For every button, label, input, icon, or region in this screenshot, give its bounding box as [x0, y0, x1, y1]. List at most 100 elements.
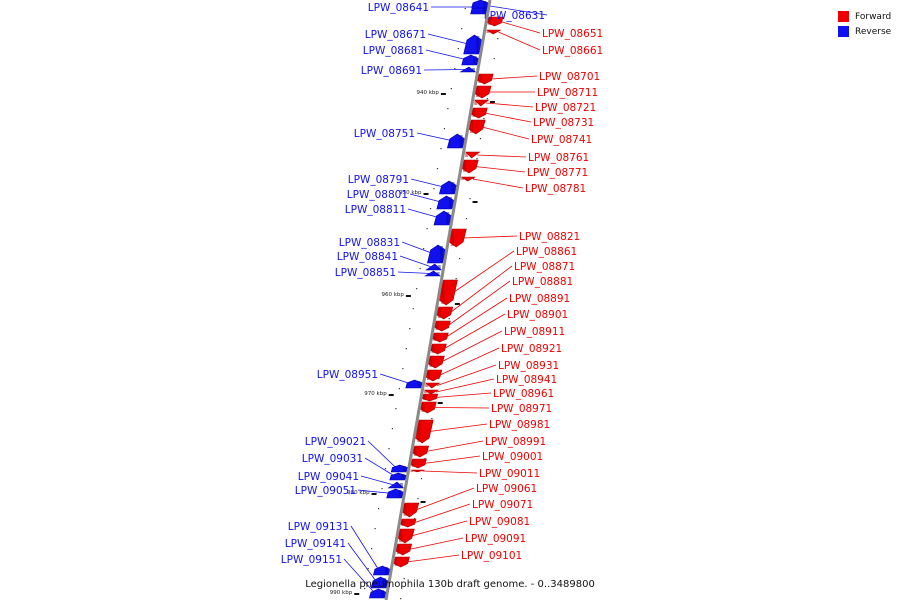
gene-feature[interactable] — [400, 518, 417, 528]
gene-label[interactable]: LPW_08851 — [335, 267, 396, 279]
gene-label[interactable]: LPW_08991 — [485, 436, 546, 448]
gene-label[interactable]: LPW_08821 — [519, 231, 580, 243]
gene-feature[interactable] — [410, 458, 427, 469]
gene-label[interactable]: LPW_08661 — [542, 45, 603, 57]
gene-feature[interactable] — [370, 576, 389, 589]
gene-label[interactable]: LPW_08711 — [537, 87, 598, 99]
gene-label[interactable]: LPW_08701 — [539, 71, 600, 83]
gene-label[interactable]: LPW_08921 — [501, 343, 562, 355]
gene-label[interactable]: LPW_08831 — [339, 237, 400, 249]
gene-feature[interactable] — [422, 393, 439, 402]
forward-gene-arrow[interactable] — [464, 151, 481, 159]
gene-label[interactable]: LPW_08741 — [531, 134, 592, 146]
gene-label[interactable]: LPW_09101 — [461, 550, 522, 562]
gene-label[interactable]: LPW_08801 — [347, 189, 408, 201]
gene-label[interactable]: LPW_08811 — [345, 204, 406, 216]
gene-feature[interactable] — [461, 54, 479, 66]
gene-label[interactable]: LPW_08901 — [507, 309, 568, 321]
reverse-gene-arrow[interactable] — [446, 133, 466, 149]
gene-feature[interactable] — [372, 565, 391, 576]
gene-label[interactable]: LPW_09011 — [479, 468, 540, 480]
gene-label[interactable]: LPW_08931 — [498, 360, 559, 372]
forward-gene-arrow[interactable] — [410, 458, 427, 469]
forward-gene-arrow[interactable] — [410, 469, 425, 473]
gene-feature[interactable] — [423, 389, 439, 395]
gene-label[interactable]: LPW_08971 — [491, 403, 552, 415]
forward-gene-arrow[interactable] — [485, 29, 501, 35]
reverse-gene-arrow[interactable] — [405, 379, 423, 389]
gene-label[interactable]: LPW_08751 — [354, 128, 415, 140]
gene-label[interactable]: LPW_08671 — [365, 29, 426, 41]
gene-label[interactable]: LPW_09071 — [472, 499, 533, 511]
forward-gene-arrow[interactable] — [432, 332, 449, 343]
gene-label[interactable]: LPW_08841 — [337, 251, 398, 263]
gene-label[interactable]: LPW_09051 — [295, 485, 356, 497]
gene-label[interactable]: LPW_09151 — [281, 554, 342, 566]
gene-label[interactable]: LPW_08771 — [527, 167, 588, 179]
gene-feature[interactable] — [405, 379, 423, 389]
gene-feature[interactable] — [473, 99, 490, 107]
reverse-gene-arrow[interactable] — [438, 180, 457, 195]
gene-feature[interactable] — [446, 133, 466, 149]
gene-feature[interactable] — [438, 180, 457, 195]
forward-gene-arrow[interactable] — [400, 518, 417, 528]
forward-gene-arrow[interactable] — [422, 393, 439, 402]
gene-label[interactable]: LPW_08691 — [361, 65, 422, 77]
gene-feature[interactable] — [387, 481, 405, 489]
gene-label[interactable]: LPW_08981 — [489, 419, 550, 431]
forward-gene-arrow[interactable] — [487, 16, 504, 27]
gene-feature[interactable] — [487, 16, 504, 27]
gene-label[interactable]: LPW_08871 — [514, 261, 575, 273]
gene-label[interactable]: LPW_08781 — [525, 183, 586, 195]
reverse-gene-arrow[interactable] — [425, 263, 442, 271]
gene-label[interactable]: LPW_08681 — [363, 45, 424, 57]
gene-feature[interactable] — [463, 34, 483, 55]
reverse-gene-arrow[interactable] — [427, 244, 446, 264]
gene-feature[interactable] — [460, 176, 476, 182]
gene-label[interactable]: LPW_09001 — [482, 451, 543, 463]
reverse-gene-arrow[interactable] — [433, 210, 452, 226]
gene-label[interactable]: LPW_08941 — [496, 374, 557, 386]
gene-feature[interactable] — [436, 195, 455, 210]
forward-gene-arrow[interactable] — [424, 382, 441, 389]
reverse-gene-arrow[interactable] — [463, 34, 483, 55]
gene-feature[interactable] — [386, 488, 404, 499]
reverse-gene-arrow[interactable] — [436, 195, 455, 210]
gene-label[interactable]: LPW_09021 — [305, 436, 366, 448]
gene-feature[interactable] — [424, 382, 441, 389]
gene-label[interactable]: LPW_08791 — [348, 174, 409, 186]
gene-feature[interactable] — [485, 29, 501, 35]
forward-gene-arrow[interactable] — [460, 176, 476, 182]
gene-feature[interactable] — [425, 263, 442, 271]
gene-label[interactable]: LPW_08961 — [493, 388, 554, 400]
gene-label[interactable]: LPW_08891 — [509, 293, 570, 305]
gene-label[interactable]: LPW_09031 — [302, 453, 363, 465]
gene-label[interactable]: LPW_08731 — [533, 117, 594, 129]
gene-feature[interactable] — [390, 464, 408, 473]
gene-feature[interactable] — [464, 151, 481, 159]
gene-label[interactable]: LPW_09061 — [476, 483, 537, 495]
reverse-gene-arrow[interactable] — [461, 54, 479, 66]
gene-label[interactable]: LPW_09041 — [298, 471, 359, 483]
gene-label[interactable]: LPW_08861 — [516, 246, 577, 258]
gene-feature[interactable] — [432, 332, 449, 343]
gene-label[interactable]: LPW_09141 — [285, 538, 346, 550]
gene-label[interactable]: LPW_08651 — [542, 28, 603, 40]
gene-label[interactable]: LPW_09091 — [465, 533, 526, 545]
gene-label[interactable]: LPW_08641 — [368, 2, 429, 14]
gene-label[interactable]: LPW_08721 — [535, 102, 596, 114]
gene-label[interactable]: LPW_08631 — [484, 10, 545, 22]
gene-label[interactable]: LPW_08761 — [528, 152, 589, 164]
gene-feature[interactable] — [433, 210, 452, 226]
gene-feature[interactable] — [389, 472, 407, 481]
gene-label[interactable]: LPW_09081 — [469, 516, 530, 528]
gene-label[interactable]: LPW_08911 — [504, 326, 565, 338]
gene-feature[interactable] — [410, 469, 425, 473]
forward-gene-arrow[interactable] — [473, 99, 490, 107]
gene-label[interactable]: LPW_08881 — [512, 276, 573, 288]
gene-label[interactable]: LPW_09131 — [288, 521, 349, 533]
forward-gene-arrow[interactable] — [423, 389, 439, 395]
reverse-gene-arrow[interactable] — [386, 488, 404, 499]
gene-feature[interactable] — [427, 244, 446, 264]
gene-label[interactable]: LPW_08951 — [317, 369, 378, 381]
